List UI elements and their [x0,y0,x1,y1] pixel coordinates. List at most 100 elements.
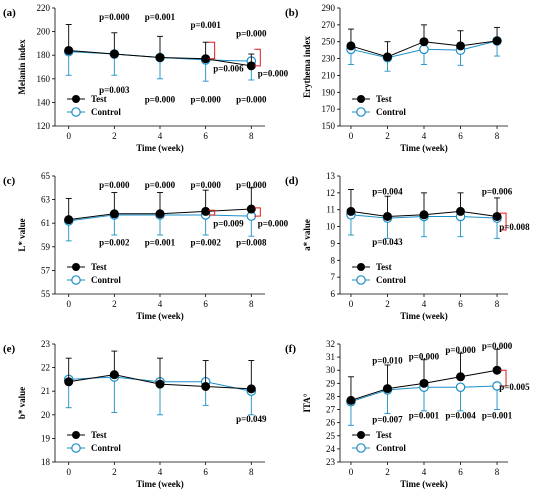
legend-marker-control [356,443,366,453]
y-tick-label: 230 [322,54,336,64]
p-value-label: p=0.000 [236,94,267,104]
data-point [64,215,74,225]
data-point [346,206,356,216]
p-value-label: p=0.006 [482,187,513,197]
y-tick-label: 25 [326,431,336,441]
panel-c: (c) 55 57 59 61 63 65 0 2 4 6 8 Time (week) L* value p… [3,171,289,321]
p-value-label: p=0.005 [499,382,530,392]
legend-label-control: Control [91,107,121,117]
p-value-label: p=0.000 [236,180,267,190]
y-tick-label: 18 [41,457,51,467]
y-axis-label: Melanin index [17,39,27,95]
x-axis-label: Time (week) [400,479,448,489]
x-tick-label: 2 [385,299,390,309]
p-value-label: p=0.000 [236,28,267,38]
p-value-label: p=0.000 [445,345,476,355]
y-tick-label: 55 [41,289,51,299]
p-value-label: p=0.007 [372,415,403,425]
y-tick-label: 8 [331,255,336,265]
x-axis-label: Time (week) [136,479,184,489]
data-point [382,52,392,62]
p-value-label: p=0.008 [236,238,267,248]
y-tick-label: 29 [326,378,336,388]
p-value-label: p=0.009 [213,219,244,229]
legend: Test Control [67,262,121,285]
x-tick-label: 2 [112,299,117,309]
data-point [246,384,256,394]
data-point [492,36,502,46]
x-tick-label: 4 [158,299,163,309]
y-tick-label: 200 [37,27,51,37]
legend-marker-test [72,95,80,103]
data-point [382,211,392,221]
legend-label-test: Test [91,430,107,440]
x-tick-label: 2 [385,467,390,477]
x-tick-label: 4 [422,131,427,141]
data-point [246,204,256,214]
p-value-label: p=0.000 [145,180,176,190]
data-point [382,384,392,394]
legend-marker-test [72,263,80,271]
p-value-label: p=0.000 [99,12,130,22]
significance-bracket [500,212,507,231]
data-point [201,206,211,216]
legend-label-test: Test [91,94,107,104]
x-tick-label: 8 [249,467,254,477]
data-point [109,370,119,380]
data-point [64,45,74,55]
legend: Test Control [352,262,406,285]
p-value-label: p=0.000 [258,68,289,78]
p-value-label: p=0.001 [409,411,440,421]
data-point [155,53,165,63]
data-point [346,41,356,51]
p-value-label: p=0.001 [145,238,176,248]
x-tick-label: 4 [158,467,163,477]
legend-label-control: Control [91,275,121,285]
panel-e: (e) 18 19 20 21 22 23 0 2 4 6 8 Time (week) b* value p… [3,339,267,489]
p-value-label: p=0.000 [258,219,289,229]
series-test [346,24,502,62]
x-tick-label: 2 [112,467,117,477]
legend-marker-test [357,95,365,103]
x-tick-label: 6 [458,131,463,141]
data-point [419,210,429,220]
p-value-label: p=0.003 [99,85,130,95]
y-tick-label: 31 [326,352,335,362]
significance-bracket [500,369,507,387]
data-point [109,49,119,59]
data-point [246,61,256,71]
y-tick-label: 10 [326,222,336,232]
x-tick-label: 4 [422,467,427,477]
y-tick-label: 30 [326,365,336,375]
series-test [64,24,256,71]
p-value-label: p=0.006 [213,64,244,74]
y-tick-label: 11 [326,205,335,215]
x-tick-label: 8 [495,299,500,309]
legend-marker-control [71,443,81,453]
x-tick-label: 6 [458,467,463,477]
x-axis-label: Time (week) [136,311,184,321]
series-test [64,350,256,394]
significance-bracket [208,41,216,60]
x-tick-label: 0 [349,467,354,477]
p-value-label: p=0.001 [482,411,513,421]
panel-b: (b) 150 170 190 210 230 250 270 290 0 2 4 6 8 Time (we… [285,3,508,153]
x-tick-label: 0 [349,299,354,309]
p-value-label: p=0.000 [145,94,176,104]
p-value-label: p=0.000 [190,180,221,190]
legend: Test Control [67,430,121,453]
y-tick-label: 270 [322,20,336,30]
y-tick-label: 28 [326,391,336,401]
data-point [492,365,502,375]
legend-label-control: Control [376,443,406,453]
p-value-label: p=0.002 [99,238,130,248]
y-tick-label: 6 [331,289,336,299]
y-tick-label: 140 [37,97,51,107]
y-axis-label: a* value [302,219,312,251]
legend-label-test: Test [376,94,392,104]
data-point [456,372,466,382]
p-value-label: p=0.008 [499,222,530,232]
x-tick-label: 6 [203,467,208,477]
y-axis-label: Erythema index [302,36,312,98]
x-tick-label: 0 [66,299,71,309]
